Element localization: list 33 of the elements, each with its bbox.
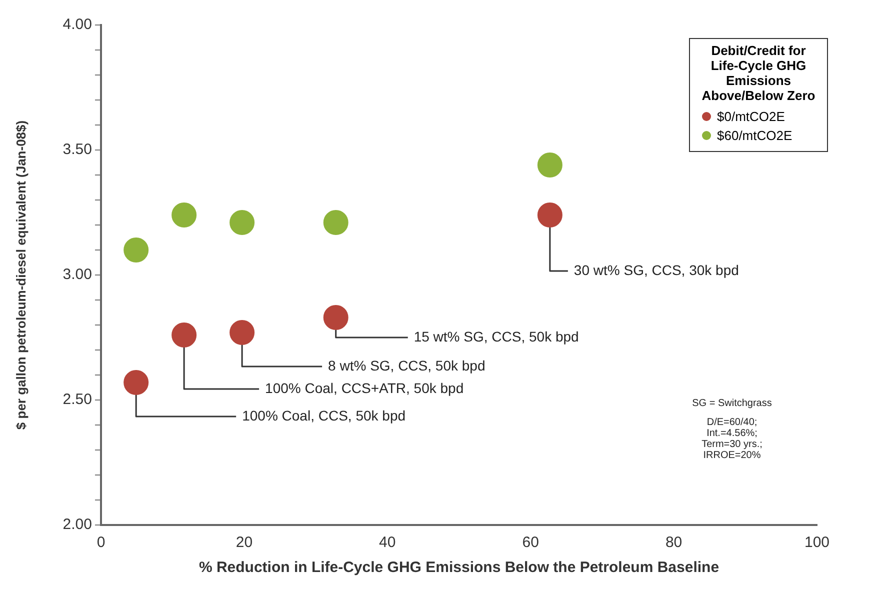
x-tick-label: 100 [804,534,830,552]
legend-label: $0/mtCO2E [717,109,785,124]
y-tick-label: 2.00 [62,516,92,534]
x-tick-label: 60 [522,534,539,552]
annotation: 100% Coal, CCS+ATR, 50k bpd [265,380,464,396]
x-tick-label: 0 [96,534,106,552]
point [172,202,197,228]
annotation: 30 wt% SG, CCS, 30k bpd [574,262,739,278]
point [172,322,197,348]
point [323,305,348,330]
point [230,210,255,235]
y-tick-label: 3.00 [62,266,92,284]
point [124,370,149,395]
annotation: 15 wt% SG, CCS, 50k bpd [414,328,579,344]
point [537,152,562,178]
x-axis-title: % Reduction in Life-Cycle GHG Emissions Below the Petroleum Baseline [198,559,720,576]
point [230,320,255,345]
annotation: 8 wt% SG, CCS, 50k bpd [328,357,486,374]
annotation: SG = Switchgrass [691,398,773,409]
point [537,202,562,228]
annotation: 100% Coal, CCS, 50k bpd [242,407,406,424]
y-tick-label: 3.50 [62,141,92,158]
x-tick-label: 20 [236,534,253,552]
point [323,210,348,235]
y-tick-label: 4.00 [62,16,92,34]
y-tick-label: 2.50 [62,391,92,408]
legend-label: $60/mtCO2E [717,128,792,143]
point [124,238,149,262]
legend-title: Debit/Credit for Life-Cycle GHG Emissions Above/Below Zero [700,43,816,103]
x-tick-label: 80 [665,534,682,552]
x-tick-label: 40 [379,534,396,552]
annotation: D/E=60/40; Int.=4.56%; Term=30 yrs.; IRROE=20% [700,417,764,461]
y-axis-title: $ per gallon petroleum-diesel equivalent (Jan-08$) [13,120,28,430]
